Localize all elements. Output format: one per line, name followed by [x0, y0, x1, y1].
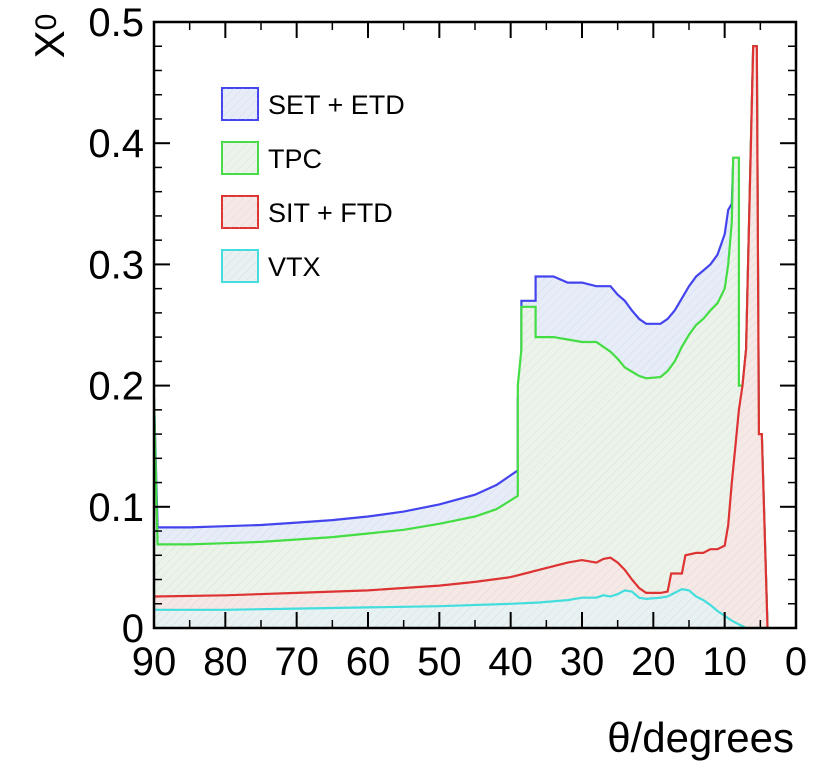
- y-tick-label: 0: [122, 607, 144, 651]
- legend-swatch-hatch-tpc: [222, 142, 258, 174]
- y-tick-label: 0.4: [88, 122, 144, 166]
- y-tick-label: 0.5: [88, 1, 144, 45]
- legend-label-tpc: TPC: [268, 144, 322, 174]
- x-tick-label: 0: [785, 640, 807, 684]
- y-tick-label: 0.2: [88, 365, 144, 409]
- series-line-sit-ftd: [154, 45, 769, 628]
- axis-ticks: 90 80 70 60 50 40 30 20 10 0 0 0.1 0.2 0.3 0.4 0.5: [88, 1, 807, 684]
- legend-swatch-hatch-set-etd: [222, 88, 258, 120]
- y-axis-title-main: X: [26, 30, 73, 58]
- legend-label-set-etd: SET + ETD: [268, 90, 405, 120]
- legend-label-vtx: VTX: [268, 252, 321, 282]
- x-tick-label: 70: [274, 640, 319, 684]
- legend-label-sit-ftd: SIT + FTD: [268, 198, 393, 228]
- legend-swatch-hatch-vtx: [222, 250, 258, 282]
- x-tick-label: 90: [132, 640, 177, 684]
- x-tick-label: 10: [702, 640, 747, 684]
- series-line-vtx: [154, 588, 747, 628]
- x-tick-label: 60: [346, 640, 391, 684]
- y-axis-title: X0: [26, 14, 73, 59]
- x-tick-label: 80: [203, 640, 248, 684]
- x-tick-label: 20: [631, 640, 676, 684]
- x-tick-label: 40: [488, 640, 533, 684]
- legend-swatch-hatch-sit-ftd: [222, 196, 258, 228]
- y-tick-label: 0.1: [88, 486, 144, 530]
- series-hatch-tpc: [154, 46, 768, 628]
- legend: SET + ETD TPC SIT + FTD VTX: [221, 87, 405, 283]
- series-hatch-vtx: [154, 589, 747, 628]
- series-line-tpc: [154, 45, 769, 628]
- x-tick-label: 30: [560, 640, 605, 684]
- y-tick-label: 0.3: [88, 243, 144, 287]
- series-layer: [154, 45, 769, 628]
- x-axis-title: θ/degrees: [607, 714, 794, 761]
- y-axis-title-subscript: 0: [30, 14, 63, 31]
- svg-text:X0: X0: [26, 14, 73, 59]
- series-hatch-sit-ftd: [154, 46, 768, 628]
- x-tick-label: 50: [417, 640, 462, 684]
